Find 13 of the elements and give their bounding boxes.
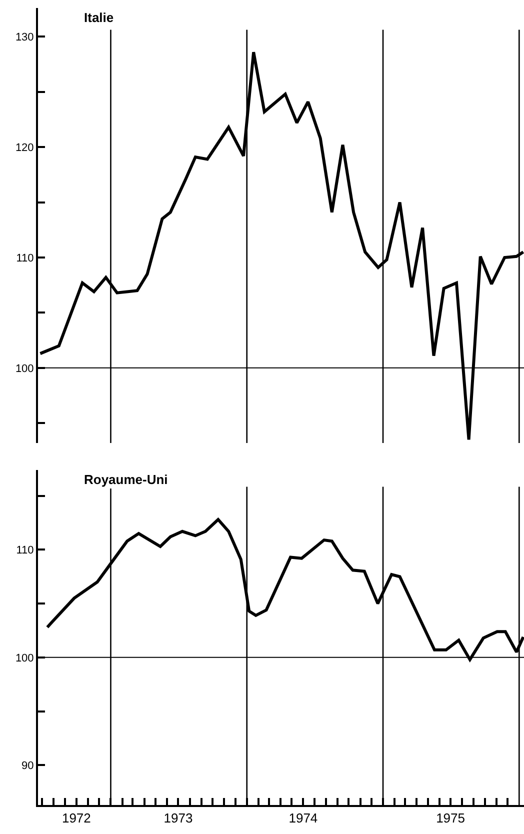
x-tick-label: 1972 [62, 810, 91, 826]
y-tick-label: 100 [15, 652, 34, 664]
x-tick-label: 1974 [288, 810, 318, 826]
y-tick-label: 120 [15, 142, 34, 154]
x-tick-label: 1975 [436, 810, 465, 826]
chart-title: Royaume-Uni [84, 472, 168, 487]
y-tick-label: 110 [16, 544, 34, 557]
y-tick-label: 90 [22, 760, 34, 772]
y-tick-label: 100 [15, 362, 34, 375]
y-tick-label: 110 [16, 252, 34, 264]
x-tick-label: 1973 [164, 810, 193, 826]
chart-title: Italie [84, 10, 114, 25]
y-tick-label: 130 [15, 32, 34, 44]
